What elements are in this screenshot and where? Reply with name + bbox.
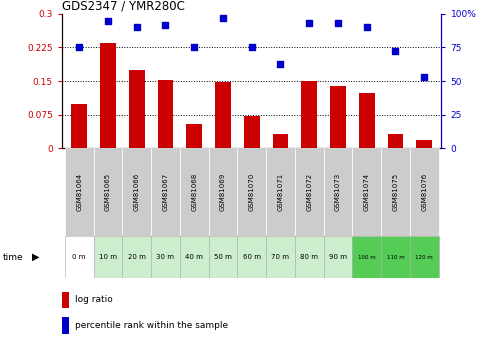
- Bar: [129, 70, 145, 148]
- Text: GDS2347 / YMR280C: GDS2347 / YMR280C: [62, 0, 185, 13]
- Bar: [352, 236, 381, 278]
- Text: GSM81064: GSM81064: [76, 173, 82, 211]
- Bar: [273, 134, 288, 148]
- Text: GSM81074: GSM81074: [364, 173, 370, 211]
- Point: [305, 20, 313, 26]
- Bar: [62, 292, 69, 308]
- Bar: [65, 236, 94, 278]
- Bar: [215, 82, 231, 148]
- Bar: [209, 148, 238, 236]
- Bar: [151, 236, 180, 278]
- Point: [363, 24, 371, 30]
- Bar: [151, 148, 180, 236]
- Bar: [158, 80, 174, 148]
- Bar: [323, 148, 352, 236]
- Point: [219, 15, 227, 21]
- Bar: [244, 116, 259, 148]
- Bar: [416, 140, 432, 148]
- Text: GSM81067: GSM81067: [163, 173, 169, 211]
- Text: 40 m: 40 m: [186, 254, 203, 260]
- Point: [276, 61, 284, 66]
- Bar: [352, 148, 381, 236]
- Point: [334, 20, 342, 26]
- Bar: [295, 148, 323, 236]
- Point: [133, 24, 141, 30]
- Bar: [209, 236, 238, 278]
- Text: GSM81075: GSM81075: [392, 173, 398, 211]
- Text: 10 m: 10 m: [99, 254, 117, 260]
- Bar: [330, 87, 346, 148]
- Bar: [381, 148, 410, 236]
- Bar: [180, 148, 209, 236]
- Point: [75, 45, 83, 50]
- Text: 50 m: 50 m: [214, 254, 232, 260]
- Bar: [65, 148, 94, 236]
- Bar: [71, 104, 87, 148]
- Point: [162, 22, 170, 27]
- Text: GSM81072: GSM81072: [306, 173, 312, 211]
- Text: 80 m: 80 m: [300, 254, 318, 260]
- Text: 70 m: 70 m: [271, 254, 290, 260]
- Bar: [323, 236, 352, 278]
- Bar: [94, 148, 123, 236]
- Bar: [359, 93, 374, 148]
- Bar: [295, 236, 323, 278]
- Text: GSM81073: GSM81073: [335, 173, 341, 211]
- Bar: [410, 148, 438, 236]
- Text: 110 m: 110 m: [386, 255, 404, 259]
- Text: time: time: [2, 253, 23, 262]
- Text: 100 m: 100 m: [358, 255, 375, 259]
- Bar: [123, 148, 151, 236]
- Text: 60 m: 60 m: [243, 254, 261, 260]
- Text: GSM81071: GSM81071: [277, 173, 284, 211]
- Text: GSM81066: GSM81066: [134, 173, 140, 211]
- Text: 30 m: 30 m: [156, 254, 175, 260]
- Bar: [100, 43, 116, 148]
- Bar: [381, 236, 410, 278]
- Text: 120 m: 120 m: [415, 255, 433, 259]
- Bar: [301, 81, 317, 148]
- Bar: [266, 236, 295, 278]
- Text: 90 m: 90 m: [329, 254, 347, 260]
- Text: 20 m: 20 m: [128, 254, 146, 260]
- Text: ▶: ▶: [32, 252, 40, 262]
- Text: log ratio: log ratio: [75, 295, 113, 304]
- Point: [420, 74, 428, 80]
- Text: GSM81068: GSM81068: [191, 173, 197, 211]
- Point: [104, 18, 112, 23]
- Text: percentile rank within the sample: percentile rank within the sample: [75, 321, 228, 330]
- Bar: [123, 236, 151, 278]
- Bar: [180, 236, 209, 278]
- Text: GSM81070: GSM81070: [248, 173, 255, 211]
- Bar: [94, 236, 123, 278]
- Text: GSM81069: GSM81069: [220, 173, 226, 211]
- Bar: [387, 134, 403, 148]
- Text: 0 m: 0 m: [72, 254, 86, 260]
- Text: GSM81076: GSM81076: [421, 173, 427, 211]
- Bar: [238, 236, 266, 278]
- Bar: [186, 124, 202, 148]
- Point: [190, 45, 198, 50]
- Bar: [410, 236, 438, 278]
- Bar: [62, 317, 69, 334]
- Text: GSM81065: GSM81065: [105, 173, 111, 211]
- Bar: [266, 148, 295, 236]
- Bar: [238, 148, 266, 236]
- Point: [391, 49, 399, 54]
- Point: [248, 45, 256, 50]
